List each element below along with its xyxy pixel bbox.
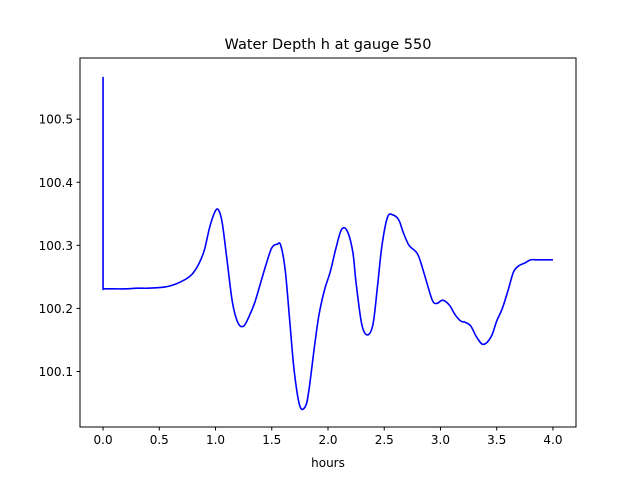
x-tick-label: 2.5 xyxy=(375,433,394,447)
y-tick-label: 100.5 xyxy=(39,113,73,127)
x-tick-label: 0.5 xyxy=(150,433,169,447)
x-tick-label: 4.0 xyxy=(543,433,562,447)
x-tick-label: 1.0 xyxy=(206,433,225,447)
axes-frame xyxy=(79,57,577,428)
x-tick-label: 0.0 xyxy=(94,433,113,447)
x-tick-label: 1.5 xyxy=(262,433,281,447)
x-axis-label: hours xyxy=(311,456,345,470)
x-tick-label: 3.0 xyxy=(431,433,450,447)
x-tick-label: 2.0 xyxy=(318,433,337,447)
x-tick-label: 3.5 xyxy=(487,433,506,447)
x-axis-ticks: 0.0 0.5 1.0 1.5 2.0 2.5 3.0 3.5 4.0 xyxy=(94,427,562,447)
y-tick-label: 100.3 xyxy=(39,239,73,253)
y-tick-label: 100.1 xyxy=(39,365,73,379)
y-tick-label: 100.4 xyxy=(39,176,73,190)
plot-area xyxy=(102,76,553,411)
series-line-0 xyxy=(102,76,553,411)
y-tick-label: 100.2 xyxy=(39,302,73,316)
chart-title: Water Depth h at gauge 550 xyxy=(225,37,432,53)
y-axis-ticks: 100.1 100.2 100.3 100.4 100.5 xyxy=(39,113,80,379)
